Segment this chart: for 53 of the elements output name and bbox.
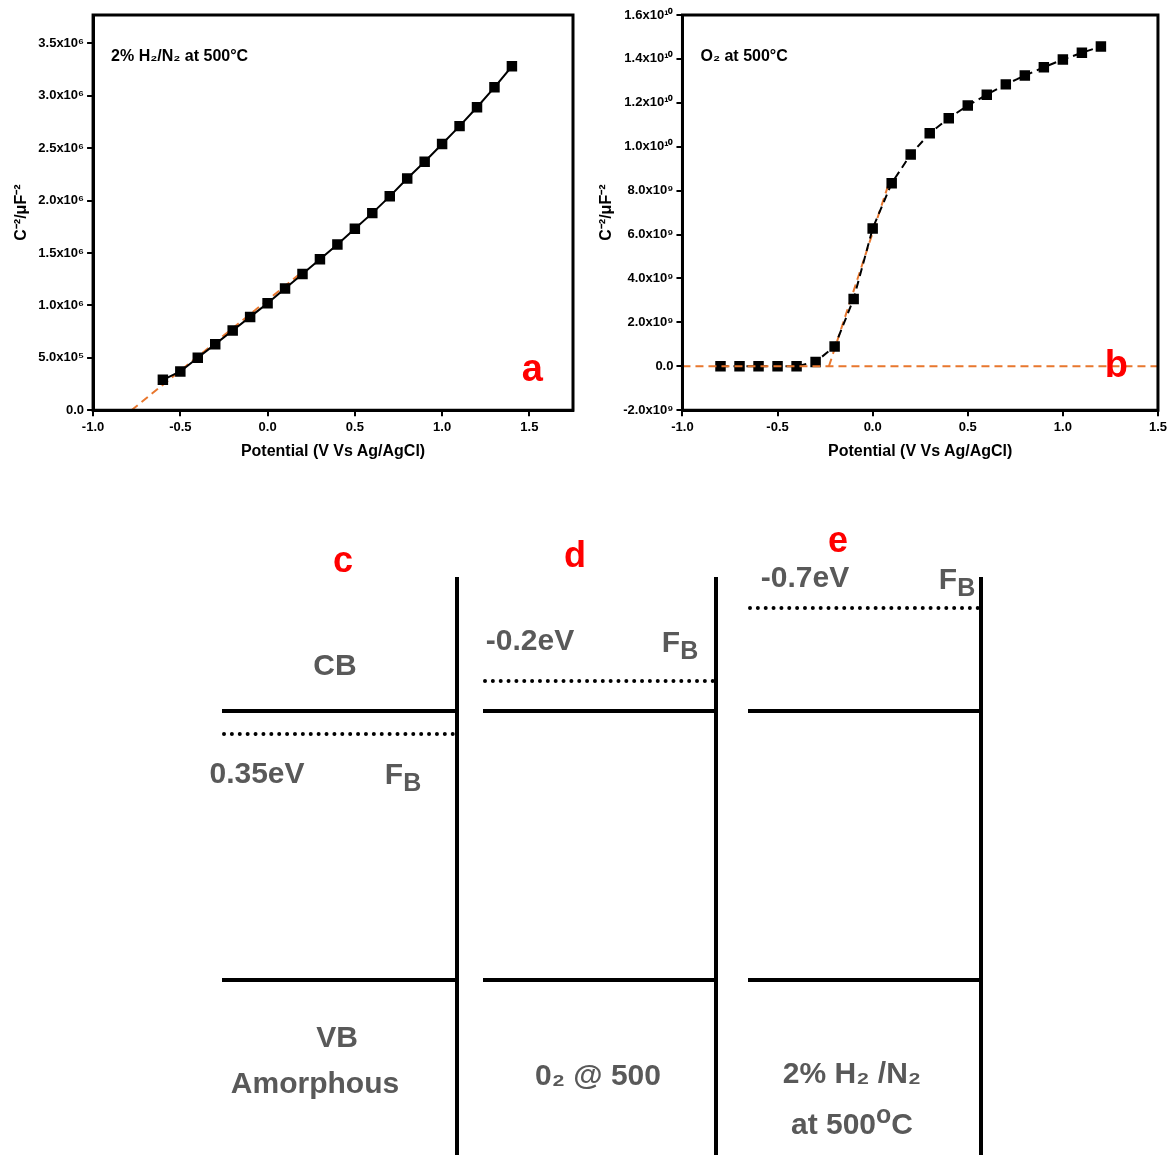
text: F$_{B}$ bbox=[661, 625, 699, 665]
y-axis-title: C⁻²/μF⁻² bbox=[12, 184, 30, 241]
annotation: a bbox=[521, 346, 544, 389]
y-tick-label: 0.0 bbox=[655, 357, 674, 373]
text: e bbox=[827, 519, 849, 561]
y-tick-label: 3.0x10⁶ bbox=[38, 87, 85, 103]
text: F$_{B}$ bbox=[938, 562, 976, 602]
y-tick-label: 5.0x10⁵ bbox=[38, 349, 85, 365]
text: CB bbox=[313, 648, 357, 682]
text: -0.2eV bbox=[485, 623, 575, 657]
text: 2% H₂ /N₂ bbox=[782, 1056, 922, 1090]
annotation: 2% H₂/N₂ at 500°C bbox=[111, 47, 249, 65]
y-tick-label: 1.2x10¹⁰ bbox=[624, 94, 674, 110]
y-tick-label: -2.0x10⁹ bbox=[623, 401, 674, 417]
y-tick-label: 6.0x10⁹ bbox=[627, 226, 674, 242]
y-tick-label: 2.5x10⁶ bbox=[38, 139, 85, 155]
text: at 500$^{o}$C bbox=[790, 1099, 914, 1141]
y-tick-label: 2.0x10⁹ bbox=[627, 313, 674, 329]
annotation: O₂ at 500°C bbox=[700, 47, 789, 65]
x-tick-label: 1.5 bbox=[1148, 418, 1167, 434]
y-tick-label: 1.0x10¹⁰ bbox=[624, 138, 674, 154]
y-tick-label: 8.0x10⁹ bbox=[627, 182, 674, 198]
text: c bbox=[332, 539, 354, 581]
text: 0.35eV bbox=[209, 756, 305, 790]
x-tick-label: -0.5 bbox=[169, 418, 192, 434]
text: d bbox=[564, 534, 586, 576]
x-tick-label: 0.5 bbox=[345, 418, 364, 434]
x-tick-label: -1.0 bbox=[81, 418, 105, 434]
text: Amorphous bbox=[230, 1066, 400, 1100]
y-tick-label: 1.5x10⁶ bbox=[38, 244, 85, 260]
x-axis-title: Potential (V Vs Ag/AgCl) bbox=[828, 441, 1013, 459]
x-tick-label: -1.0 bbox=[671, 418, 694, 434]
x-tick-label: 1.0 bbox=[1053, 418, 1072, 434]
y-tick-label: 3.5x10⁶ bbox=[38, 34, 85, 50]
x-tick-label: 0.0 bbox=[863, 418, 882, 434]
x-tick-label: 0.5 bbox=[958, 418, 977, 434]
y-axis-title: C⁻²/μF⁻² bbox=[597, 184, 615, 241]
y-tick-label: 4.0x10⁹ bbox=[627, 270, 674, 286]
x-tick-label: 0.0 bbox=[258, 418, 277, 434]
x-axis-title: Potential (V Vs Ag/AgCl) bbox=[240, 441, 426, 459]
x-tick-label: -0.5 bbox=[766, 418, 789, 434]
x-tick-label: 1.0 bbox=[433, 418, 452, 434]
y-tick-label: 0.0 bbox=[65, 401, 85, 417]
text: VB bbox=[316, 1020, 358, 1054]
y-tick-label: 2.0x10⁶ bbox=[38, 192, 85, 208]
y-tick-label: 1.0x10⁶ bbox=[38, 296, 85, 312]
y-tick-label: 1.6x10¹⁰ bbox=[624, 6, 674, 22]
text: -0.7eV bbox=[760, 560, 850, 594]
text: F$_{B}$ bbox=[384, 757, 422, 797]
annotation: b bbox=[1104, 342, 1128, 385]
text: 0₂ @ 500 bbox=[535, 1058, 661, 1092]
x-tick-label: 1.5 bbox=[520, 418, 539, 434]
y-tick-label: 1.4x10¹⁰ bbox=[624, 50, 674, 66]
